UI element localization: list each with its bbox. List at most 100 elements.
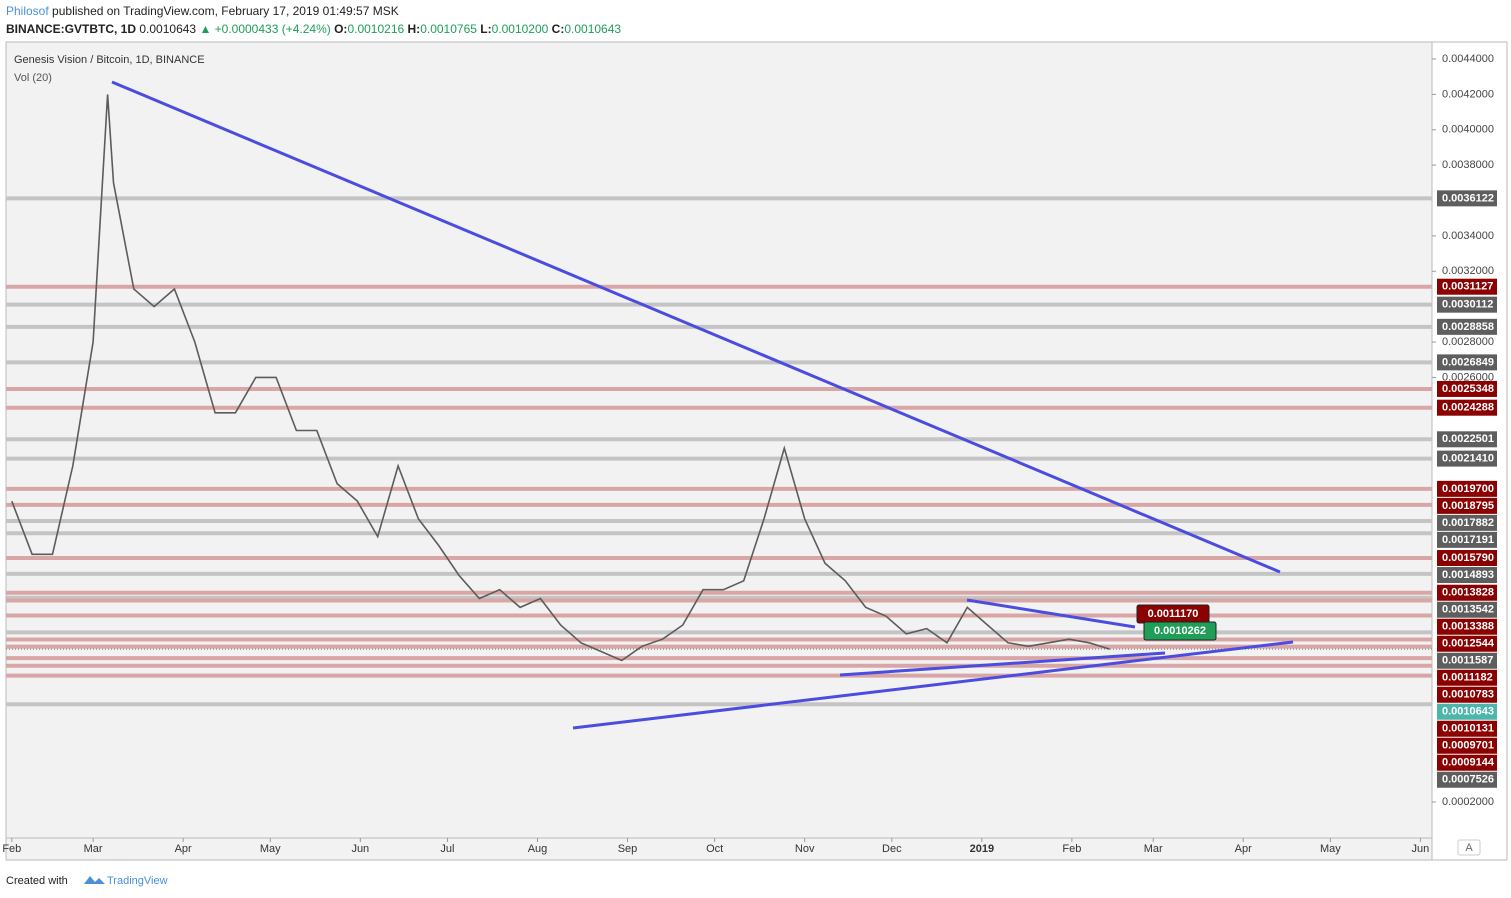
symbol: BINANCE:GVTBTC, 1D	[6, 22, 137, 36]
price-badge	[1437, 497, 1497, 514]
trend-line	[839, 651, 1166, 677]
price-badge-label: 0.0036122	[1442, 192, 1494, 204]
price-badge	[1437, 450, 1497, 467]
x-tick-label: Jul	[440, 843, 454, 855]
price-badge-label: 0.0009701	[1442, 740, 1494, 752]
price-badge-label: 0.0021410	[1442, 453, 1494, 465]
x-tick-label: Mar	[84, 843, 103, 855]
x-tick-label: Oct	[706, 843, 723, 855]
price-badge	[1437, 354, 1497, 371]
price-badge-label: 0.0028858	[1442, 321, 1494, 333]
price-badge	[1437, 550, 1497, 567]
scale-button-label[interactable]: A	[1465, 842, 1473, 854]
price-badge-label: 0.0010131	[1442, 723, 1494, 735]
high-label: H:	[407, 22, 421, 36]
price-badge	[1437, 737, 1497, 754]
price-badge-label: 0.0011182	[1442, 672, 1493, 684]
open-label: O:	[334, 22, 348, 36]
price-badge-label: 0.0011587	[1442, 655, 1493, 667]
x-tick-label: Apr	[1235, 843, 1252, 855]
price-badge	[1437, 567, 1497, 584]
price-badge-label: 0.0014893	[1442, 569, 1494, 581]
x-tick-label: Aug	[528, 843, 548, 855]
price-badge-label: 0.0015790	[1442, 552, 1494, 564]
publish-line: Philosof published on TradingView.com, F…	[6, 4, 399, 18]
price-badge-label: 0.0022501	[1442, 433, 1494, 445]
price-badge-label: 0.0017191	[1442, 534, 1494, 546]
price-badge	[1437, 190, 1497, 207]
y-tick-label: 0.0042000	[1442, 88, 1494, 100]
high: 0.0010765	[420, 22, 477, 36]
levels	[6, 196, 1432, 707]
price-badge	[1437, 296, 1497, 313]
price-badge	[1437, 431, 1497, 448]
y-tick-label: 0.0028000	[1442, 336, 1494, 348]
price-badge-label: 0.0010643	[1442, 706, 1494, 718]
price-badge	[1437, 380, 1497, 397]
price-badge	[1437, 669, 1497, 686]
price-badge-label: 0.0013828	[1442, 587, 1494, 599]
trend-line	[111, 80, 1281, 574]
chart-title: Genesis Vision / Bitcoin, 1D, BINANCE	[14, 54, 205, 66]
price-badge	[1437, 531, 1497, 548]
price-badge-label: 0.0024288	[1442, 402, 1494, 414]
brand-logo	[84, 876, 105, 884]
price-badge-label: 0.0030112	[1442, 299, 1493, 311]
low-label: L:	[480, 22, 492, 36]
x-tick-label: Nov	[795, 843, 815, 855]
price-badge-label: 0.0025348	[1442, 383, 1494, 395]
price-badge	[1437, 771, 1497, 788]
price-badge	[1437, 601, 1497, 618]
annotation-text: 0.0011170	[1148, 608, 1199, 620]
y-tick-label: 0.0032000	[1442, 265, 1494, 277]
price-badge	[1437, 514, 1497, 531]
price-line	[11, 94, 1110, 662]
plot-area	[5, 41, 1433, 861]
x-tick-label: Feb	[1062, 843, 1081, 855]
price-badge	[1437, 278, 1497, 295]
x-tick-label: Apr	[175, 843, 192, 855]
open: 0.0010216	[347, 22, 405, 36]
y-tick-label: 0.0038000	[1442, 159, 1494, 171]
price-badge-label: 0.0007526	[1442, 774, 1494, 786]
x-tick-label: May	[1320, 843, 1341, 855]
brand[interactable]: TradingView	[107, 875, 168, 887]
price-badge	[1437, 720, 1497, 737]
trend-line	[572, 640, 1294, 730]
price-badge-label: 0.0026849	[1442, 356, 1494, 368]
price-badge-label: 0.0013388	[1442, 621, 1494, 633]
x-tick-label: 2019	[970, 843, 994, 855]
price-badge-label: 0.0012544	[1442, 638, 1495, 650]
annotation-box	[1143, 621, 1217, 641]
close: 0.0010643	[564, 22, 622, 36]
last: 0.0010643	[139, 22, 197, 36]
close-label: C:	[551, 22, 565, 36]
price-badge-label: 0.0010783	[1442, 689, 1494, 701]
low: 0.0010200	[491, 22, 549, 36]
y-tick-label: 0.0034000	[1442, 230, 1494, 242]
price-badge	[1437, 703, 1497, 720]
scale-button[interactable]	[1457, 839, 1481, 856]
price-badge	[1437, 618, 1497, 635]
axis-layer: Feb Mar Apr May Jun Jul Aug Sep Oct Nov Dec 2019 Feb…	[2, 53, 1497, 855]
x-tick-label: Dec	[882, 843, 902, 855]
published: published on TradingView.com, February 1…	[52, 4, 399, 18]
price-badge-label: 0.0018795	[1442, 500, 1494, 512]
price-badge	[1437, 318, 1497, 335]
price-badge-label: 0.0009144	[1442, 757, 1495, 769]
x-tick-label: Jun	[351, 843, 369, 855]
price-badge-label: 0.0017882	[1442, 517, 1494, 529]
price-badge-label: 0.0019700	[1442, 483, 1494, 495]
x-tick-label: Mar	[1144, 843, 1163, 855]
price-badge	[1437, 635, 1497, 652]
quote-line: BINANCE:GVTBTC, 1D 0.0010643 ▲ +0.000043…	[6, 22, 621, 36]
trend-line	[966, 598, 1136, 629]
publisher[interactable]: Philosof	[6, 4, 49, 18]
series-layer	[11, 94, 1110, 662]
x-tick-label: May	[260, 843, 281, 855]
created-with: Created with	[6, 875, 68, 887]
x-tick-label: Jun	[1412, 843, 1430, 855]
y-tick-label: 0.0002000	[1442, 796, 1494, 808]
